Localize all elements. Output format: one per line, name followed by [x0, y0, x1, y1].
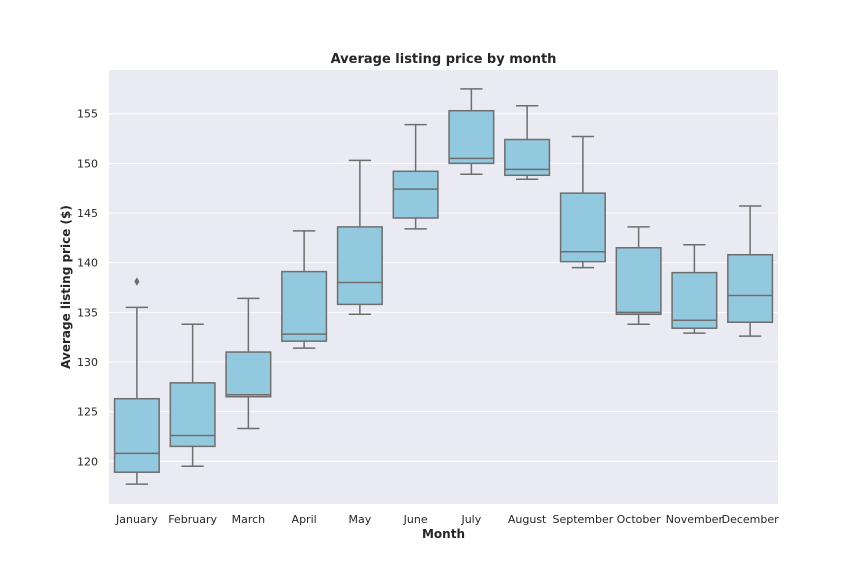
iqr-box	[169, 382, 216, 448]
x-tick-label: November	[666, 513, 724, 526]
y-axis-ticks: 120 125 130 135 140 145 150 155	[77, 108, 98, 469]
box-january	[113, 277, 160, 485]
chart-title: Average listing price by month	[331, 52, 557, 67]
y-axis-label: Average listing price ($)	[59, 205, 73, 369]
x-tick-label: April	[292, 513, 317, 526]
x-tick-label: March	[232, 513, 266, 526]
box-june	[392, 123, 439, 230]
plot-area	[109, 70, 778, 504]
x-tick-label: February	[168, 513, 217, 526]
x-tick-label: June	[403, 513, 428, 526]
x-tick-label: July	[460, 513, 481, 526]
x-axis-ticks: January February March April May June July Augu…	[115, 513, 779, 526]
iqr-box	[727, 253, 774, 324]
iqr-box	[281, 270, 328, 342]
iqr-box	[336, 226, 383, 306]
box-november	[671, 244, 718, 334]
x-axis-label: Month	[422, 527, 465, 541]
box-october	[615, 226, 662, 325]
gridlines	[109, 113, 778, 462]
iqr-box	[559, 192, 606, 263]
x-tick-label: January	[115, 513, 158, 526]
iqr-box	[615, 247, 662, 316]
iqr-box	[225, 351, 272, 398]
x-tick-label: October	[617, 513, 661, 526]
box-july	[448, 88, 495, 176]
iqr-box	[113, 397, 160, 473]
iqr-box	[671, 271, 718, 329]
x-tick-label: May	[349, 513, 372, 526]
outlier-point	[134, 277, 140, 286]
box-september	[559, 135, 606, 269]
x-tick-label: September	[552, 513, 613, 526]
y-tick-label: 150	[77, 157, 98, 170]
y-tick-label: 135	[77, 306, 98, 319]
box-april	[281, 230, 328, 349]
y-tick-label: 155	[77, 108, 98, 121]
y-tick-label: 145	[77, 207, 98, 220]
y-tick-label: 120	[77, 455, 98, 468]
y-tick-label: 130	[77, 356, 98, 369]
box-august	[504, 105, 551, 180]
x-tick-label: December	[722, 513, 780, 526]
box-series	[113, 88, 774, 485]
x-tick-label: August	[508, 513, 547, 526]
y-tick-label: 140	[77, 257, 98, 270]
box-may	[336, 159, 383, 316]
iqr-box	[392, 170, 439, 219]
box-december	[727, 205, 774, 337]
box-march	[225, 297, 272, 430]
iqr-box	[448, 109, 495, 165]
box-february	[169, 323, 216, 468]
y-tick-label: 125	[77, 406, 98, 419]
